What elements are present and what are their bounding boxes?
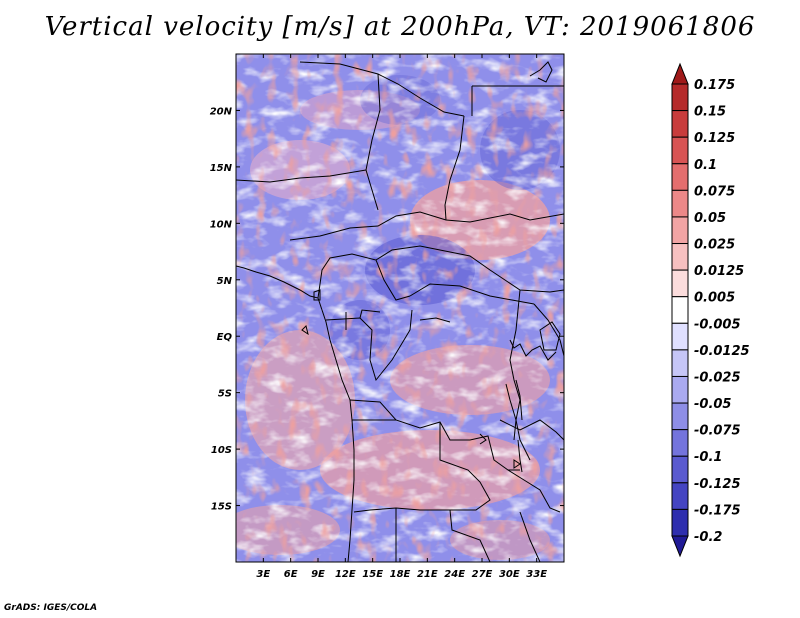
colorbar-swatch	[671, 110, 689, 138]
country-borders	[236, 61, 564, 562]
colorbar-label: -0.005	[694, 317, 741, 332]
lat-tick-label: 15N	[210, 163, 233, 174]
colorbar-swatch	[671, 216, 689, 245]
colorbar-label: -0.0125	[694, 344, 750, 359]
colorbar-swatch	[671, 322, 689, 351]
colorbar-label: 0.1	[694, 158, 717, 173]
colorbar-swatch	[671, 429, 689, 457]
colorbar-swatch	[671, 189, 689, 218]
colorbar-label: -0.125	[694, 477, 741, 492]
colorbar-swatch	[671, 508, 689, 537]
colorbar-label: 0.05	[694, 211, 726, 226]
colorbar-swatch	[671, 269, 689, 298]
colorbar-swatch	[671, 83, 689, 112]
colorbar-top-arrow	[671, 62, 689, 85]
colorbar-label: 0.0125	[694, 264, 744, 279]
colorbar-swatch	[671, 375, 689, 404]
colorbar: 0.175 0.15 0.125 0.1 0.075 0.05 0.025 0.0125 0.0…	[671, 62, 750, 558]
colorbar-label: 0.125	[694, 131, 735, 146]
lat-tick-label: 20N	[210, 106, 233, 117]
lat-tick-label: 10S	[211, 445, 232, 456]
lon-tick-label: 33E	[526, 569, 547, 580]
colorbar-label: -0.1	[694, 450, 722, 465]
colorbar-swatch	[671, 455, 689, 484]
lon-tick-label: 3E	[256, 569, 270, 580]
colorbar-label: 0.005	[694, 291, 735, 306]
colorbar-label: -0.175	[694, 503, 741, 518]
latitude-axis: 20N 15N 10N 5N EQ 5S 10S 15S	[210, 106, 564, 513]
colorbar-label: 0.025	[694, 238, 735, 253]
colorbar-swatch	[671, 243, 689, 271]
lat-tick-label: 5N	[217, 276, 233, 287]
lat-tick-label: 5S	[218, 389, 232, 400]
colorbar-swatch	[671, 163, 689, 191]
lat-tick-label: 15S	[211, 502, 232, 513]
colorbar-label: -0.025	[694, 370, 741, 385]
colorbar-swatch	[671, 296, 689, 324]
lon-tick-label: 30E	[499, 569, 520, 580]
velocity-field	[236, 54, 564, 562]
colorbar-label: -0.05	[694, 397, 731, 412]
colorbar-label: -0.2	[694, 530, 722, 545]
colorbar-label: 0.075	[694, 184, 735, 199]
colorbar-label: -0.075	[694, 424, 741, 439]
lon-tick-label: 27E	[472, 569, 493, 580]
grads-credit: GrADS: IGES/COLA	[4, 603, 98, 613]
map-title: Vertical velocity [m/s] at 200hPa, VT: 2…	[44, 12, 756, 42]
colorbar-bottom-arrow	[671, 535, 689, 558]
colorbar-swatch	[671, 136, 689, 165]
colorbar-swatch	[671, 482, 689, 510]
lon-tick-label: 18E	[390, 569, 411, 580]
lon-tick-label: 15E	[362, 569, 383, 580]
longitude-axis: 3E 6E 9E 12E 15E 18E 21E 24E 27E 30E 33E	[256, 54, 547, 580]
colorbar-label: 0.175	[694, 78, 735, 93]
colorbar-swatch	[671, 349, 689, 377]
lat-tick-label: EQ	[217, 332, 233, 343]
lon-tick-label: 24E	[444, 569, 465, 580]
colorbar-swatch	[671, 402, 689, 431]
lon-tick-label: 9E	[311, 569, 325, 580]
lon-tick-label: 6E	[284, 569, 298, 580]
lon-tick-label: 12E	[335, 569, 356, 580]
colorbar-label: 0.15	[694, 105, 726, 120]
lon-tick-label: 21E	[417, 569, 438, 580]
lat-tick-label: 10N	[210, 219, 233, 230]
